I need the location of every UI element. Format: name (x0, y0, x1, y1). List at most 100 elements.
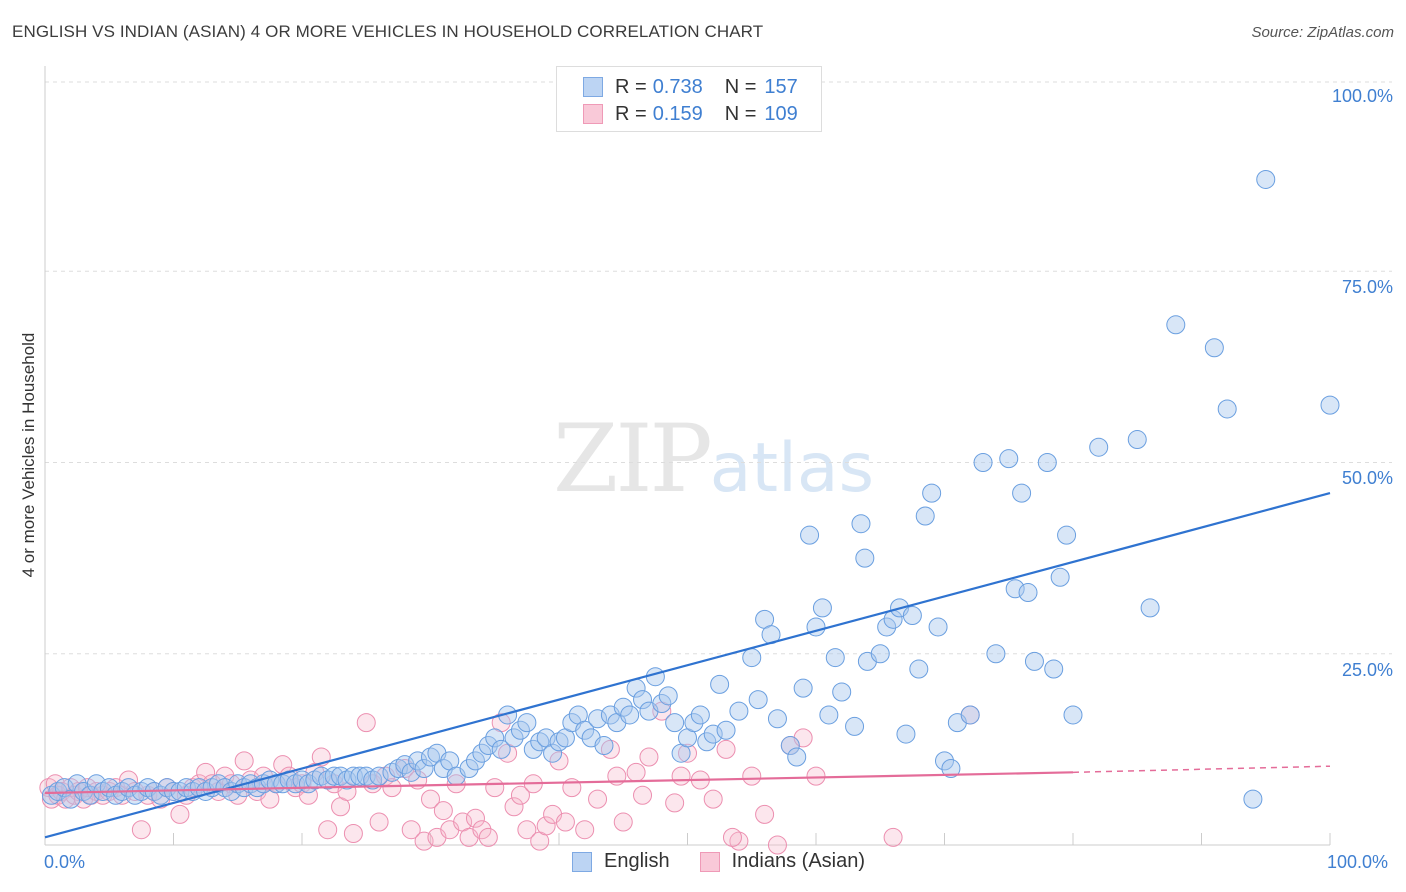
point-english (986, 644, 1006, 664)
watermark-atlas: atlas (709, 429, 875, 508)
point-english (825, 648, 845, 668)
point-english (909, 659, 929, 679)
point-english (80, 785, 100, 805)
point-english (703, 724, 723, 744)
point-indian (465, 808, 485, 828)
legend-label-indian: Indians (Asian) (731, 850, 866, 872)
point-indian (421, 789, 440, 809)
watermark-zip: ZIP (553, 405, 713, 514)
point-indian (536, 816, 556, 836)
point-indian (356, 713, 376, 733)
point-english (800, 525, 820, 545)
n-value-english: 157 (764, 75, 798, 98)
y-tick-75: 75.0% (1341, 277, 1393, 297)
point-english (1166, 315, 1186, 335)
point-english (324, 766, 344, 786)
point-english (504, 728, 524, 748)
point-english (620, 705, 640, 725)
point-english (902, 606, 922, 625)
point-english (1018, 583, 1038, 603)
n-label: N = (724, 102, 757, 125)
point-indian (755, 804, 775, 824)
x-tick-0: 0.0% (44, 852, 86, 872)
point-english (665, 713, 685, 733)
point-indian (626, 762, 646, 782)
point-english (922, 483, 942, 503)
series-legend: English Indians (Asian) (572, 850, 895, 873)
correlation-legend: R = 0.738 N = 157 R = 0.159 N = 109 (556, 66, 822, 132)
point-english (960, 705, 980, 725)
y-tick-25: 25.0% (1341, 660, 1393, 680)
point-english (877, 617, 897, 637)
point-english (1012, 483, 1032, 503)
point-english (896, 724, 916, 744)
point-indian (703, 789, 723, 809)
point-english (915, 506, 935, 526)
point-english (999, 449, 1019, 469)
point-indian (234, 751, 254, 771)
point-english (369, 766, 389, 786)
point-english (1057, 525, 1077, 545)
point-english (395, 755, 415, 775)
point-english (1050, 567, 1070, 587)
point-indian (170, 804, 190, 824)
point-indian (613, 812, 633, 832)
point-english (1320, 395, 1340, 415)
point-indian (485, 778, 505, 798)
point-indian (401, 820, 421, 840)
point-indian (414, 831, 434, 851)
english-swatch (572, 851, 592, 872)
source-label: Source: ZipAtlas.com (1251, 24, 1394, 41)
point-indian (633, 785, 653, 805)
point-indian (575, 820, 595, 840)
point-english (684, 713, 704, 733)
point-english (832, 682, 852, 702)
watermark: ZIPatlas (553, 405, 874, 514)
point-indian (555, 812, 575, 832)
point-english (350, 766, 370, 786)
point-english (510, 720, 530, 740)
point-english (485, 728, 505, 748)
point-english (1005, 579, 1025, 599)
y-tick-100: 100.0% (1331, 86, 1393, 106)
point-english (851, 514, 871, 534)
y-tick-50: 50.0% (1341, 468, 1393, 488)
y-axis-label: 4 or more Vehicles in Household (19, 332, 38, 578)
n-value-indian: 109 (764, 102, 798, 125)
x-tick-100: 100.0% (1327, 852, 1389, 872)
legend-row-indian: R = 0.159 N = 109 (583, 101, 798, 127)
point-english (1024, 651, 1044, 671)
point-english (1140, 598, 1160, 618)
point-english (652, 693, 672, 713)
indian-swatch (699, 851, 720, 872)
point-english (1044, 659, 1064, 679)
point-english (787, 747, 807, 767)
point-indian (382, 778, 402, 798)
legend-label-english: English (604, 850, 670, 872)
indian-swatch (583, 104, 603, 124)
point-english (1037, 453, 1057, 472)
point-english (780, 736, 800, 756)
point-indian (806, 766, 826, 786)
point-english (523, 739, 543, 759)
legend-item-english[interactable]: English (572, 850, 670, 873)
point-english (613, 697, 633, 717)
point-indian (678, 743, 697, 763)
legend-row-english: R = 0.738 N = 157 (583, 74, 798, 100)
point-indian (767, 835, 787, 855)
point-english (1089, 437, 1109, 457)
point-english (928, 617, 948, 637)
point-english (543, 743, 563, 763)
point-indian (722, 827, 742, 847)
point-english (594, 736, 614, 756)
point-english (845, 716, 865, 736)
point-english (716, 720, 736, 740)
point-indian (478, 827, 498, 847)
legend-item-indian[interactable]: Indians (Asian) (699, 850, 866, 873)
english-swatch (583, 77, 603, 97)
point-english (575, 720, 595, 740)
point-english (1063, 705, 1083, 725)
point-english (1256, 169, 1276, 189)
point-english (748, 690, 768, 710)
